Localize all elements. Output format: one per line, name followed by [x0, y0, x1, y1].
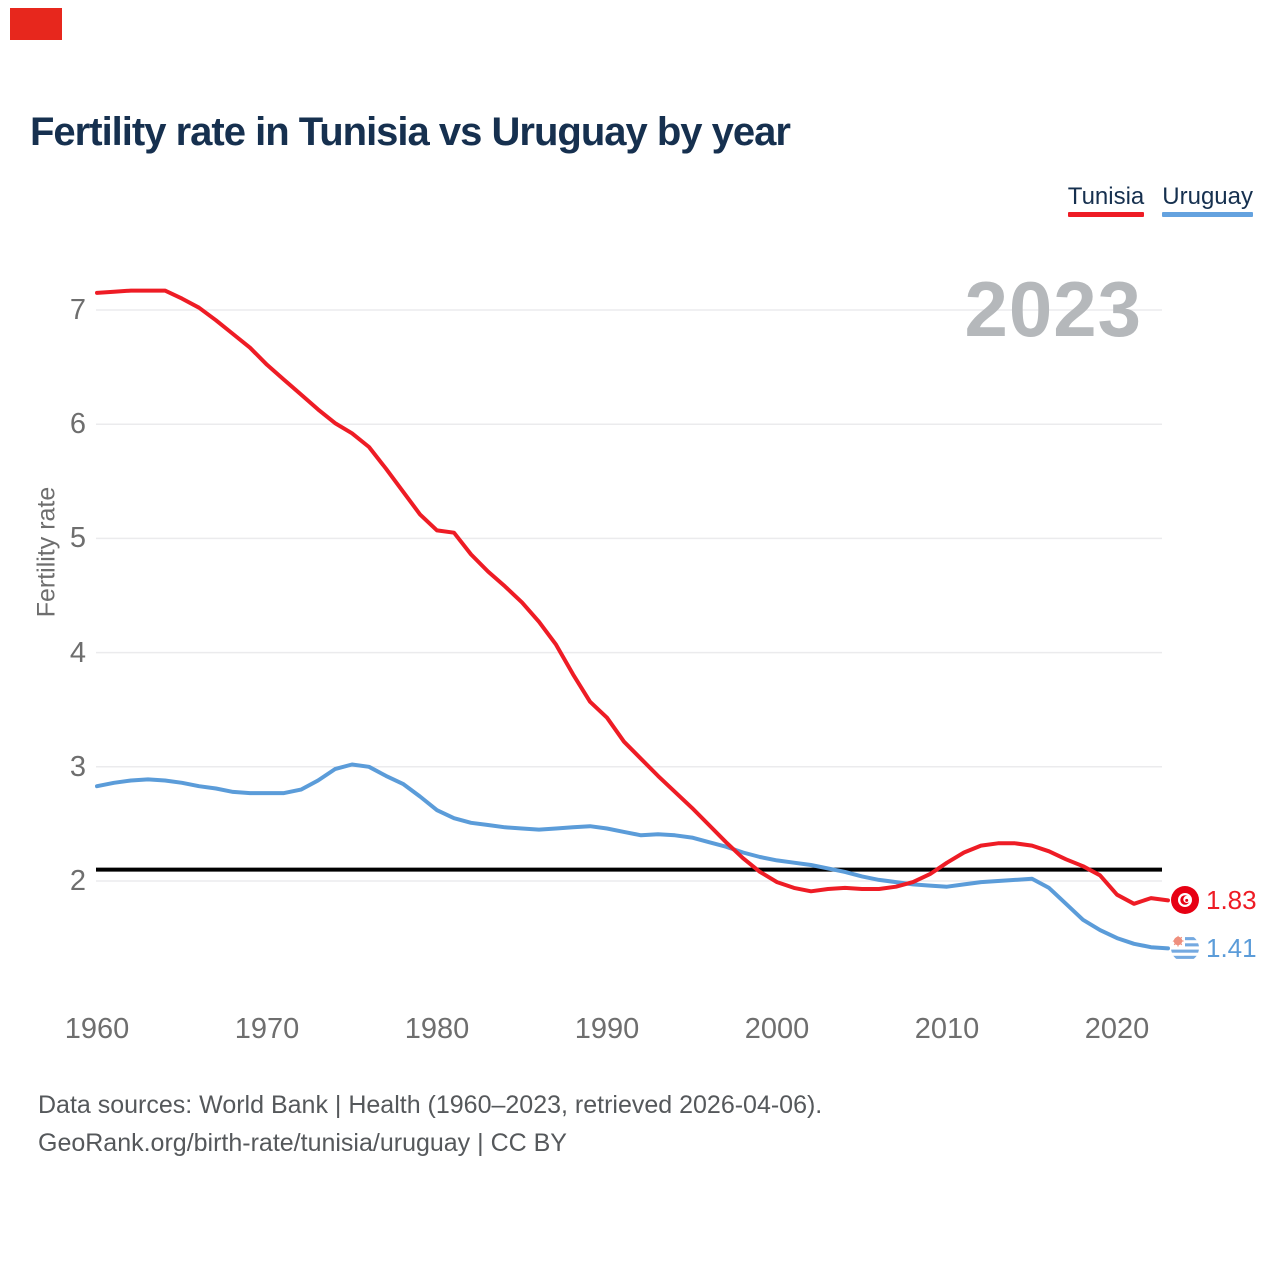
tunisia-end-label: 1.83 — [1171, 885, 1257, 916]
legend-item-tunisia[interactable]: Tunisia — [1067, 183, 1145, 217]
uruguay-line — [95, 762, 1170, 951]
y-tick-label-5: 5 — [69, 522, 86, 555]
x-tick-label-2020: 2020 — [1084, 1013, 1150, 1045]
uruguay-flag-icon — [1171, 934, 1199, 963]
source-line-1: Data sources: World Bank | Health (1960–… — [38, 1091, 823, 1119]
y-tick-label-2: 2 — [69, 865, 86, 897]
y-tick-label-6: 6 — [69, 408, 86, 441]
x-tick-label-1980: 1980 — [404, 1013, 470, 1045]
legend: Tunisia Uruguay — [1067, 183, 1253, 217]
legend-item-uruguay[interactable]: Uruguay — [1162, 184, 1253, 217]
y-tick-label-3: 3 — [69, 750, 86, 783]
source-line-2: GeoRank.org/birth-rate/tunisia/uruguay |… — [38, 1129, 567, 1157]
page-title: Fertility rate in Tunisia vs Uruguay by … — [30, 110, 791, 154]
x-tick-label-2010: 2010 — [914, 1013, 980, 1045]
legend-label-tunisia: Tunisia — [1067, 183, 1145, 210]
uruguay-end-value: 1.41 — [1206, 933, 1257, 964]
corner-marker — [10, 8, 62, 40]
y-tick-label-7: 7 — [69, 294, 86, 326]
legend-underline-uruguay — [1162, 212, 1253, 217]
x-tick-label-1990: 1990 — [574, 1013, 640, 1045]
uruguay-end-label: 1.41 — [1171, 933, 1257, 964]
year-watermark: 2023 — [964, 265, 1142, 353]
legend-underline-tunisia — [1067, 212, 1145, 217]
tunisia-flag-icon — [1171, 886, 1199, 915]
source-note: Data sources: World Bank | Health (1960–… — [38, 1086, 822, 1162]
tunisia-line — [95, 288, 1170, 906]
x-tick-label-1960: 1960 — [64, 1013, 130, 1045]
tunisia-end-value: 1.83 — [1206, 885, 1257, 916]
legend-label-uruguay: Uruguay — [1162, 183, 1253, 210]
x-tick-label-2000: 2000 — [744, 1013, 810, 1045]
x-tick-label-1970: 1970 — [234, 1013, 300, 1045]
y-tick-label-4: 4 — [69, 636, 86, 669]
